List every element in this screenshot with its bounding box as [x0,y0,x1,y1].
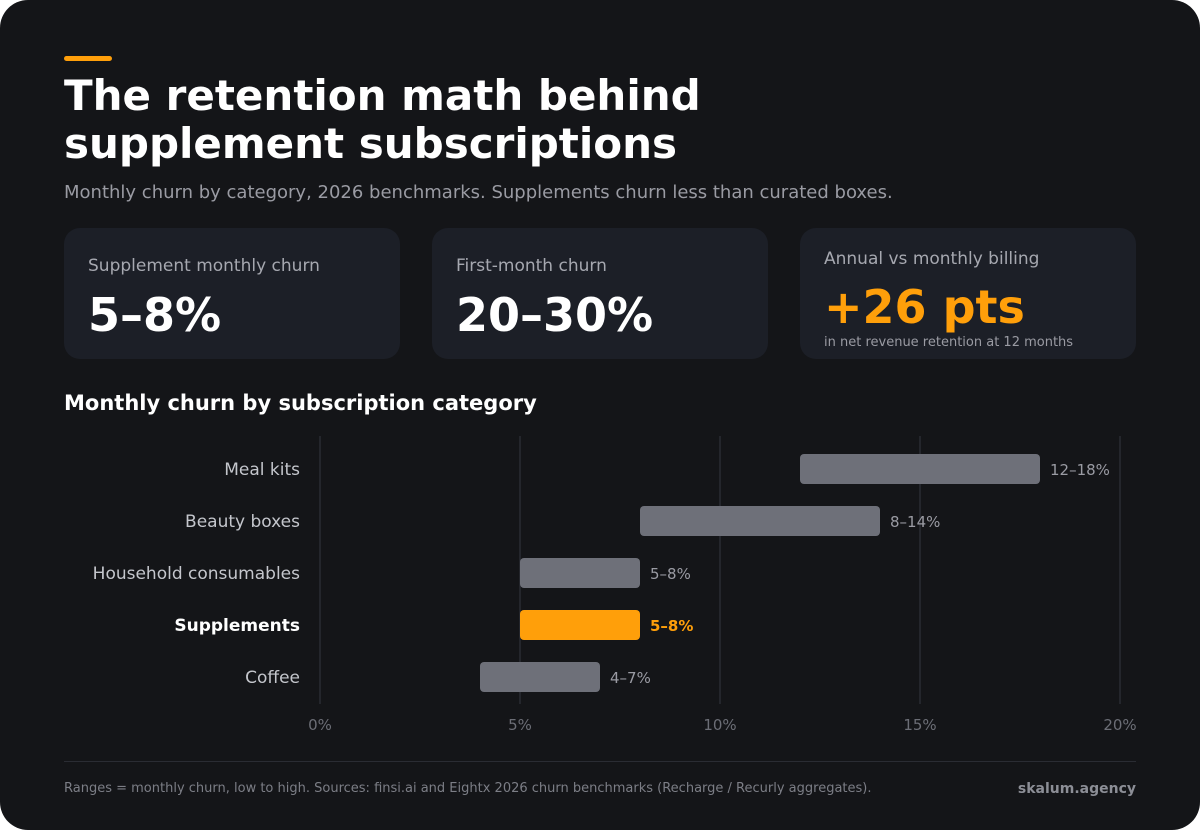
category-label: Coffee [245,668,300,688]
churn-range-chart: 0% 5% 10% 15% 20% Meal kits 12–18% Beauty boxes… [93,436,1137,734]
category-label: Beauty boxes [185,512,300,532]
bar [520,558,640,588]
bar [480,662,600,692]
chart-title: Monthly churn by subscription category [64,391,537,415]
kpi-value: 5–8% [88,288,222,342]
kpi-card-billing: Annual vs monthly billing +26 pts in net… [800,228,1136,359]
bar [640,506,880,536]
kpi-label: First-month churn [456,256,607,276]
accent-bar [64,56,112,61]
data-label: 5–8% [650,617,693,635]
brand-label: skalum.agency [1017,781,1136,797]
kpi-value: +26 pts [824,280,1025,334]
kpi-card-supplement-churn: Supplement monthly churn 5–8% [64,228,400,359]
page-subtitle: Monthly churn by category, 2026 benchmar… [64,182,893,203]
bar-highlight [520,610,640,640]
x-tick-label: 10% [703,716,736,734]
kpi-label: Supplement monthly churn [88,256,320,276]
data-label: 5–8% [650,565,691,583]
footer-divider [64,761,1136,762]
footer-note: Ranges = monthly churn, low to high. Sou… [64,781,872,796]
kpi-value: 20–30% [456,288,654,342]
kpi-card-first-month-churn: First-month churn 20–30% [432,228,768,359]
data-label: 4–7% [610,669,651,687]
x-tick-label: 0% [308,716,332,734]
category-label: Household consumables [93,564,300,584]
x-tick-label: 15% [903,716,936,734]
page-title: The retention math behind supplement sub… [64,71,701,168]
bar [800,454,1040,484]
data-label: 12–18% [1050,461,1110,479]
x-tick-label: 5% [508,716,532,734]
kpi-label: Annual vs monthly billing [824,249,1040,269]
category-label: Meal kits [224,460,300,480]
category-label: Supplements [174,616,300,636]
x-tick-label: 20% [1103,716,1136,734]
data-label: 8–14% [890,513,940,531]
kpi-note: in net revenue retention at 12 months [824,335,1074,350]
